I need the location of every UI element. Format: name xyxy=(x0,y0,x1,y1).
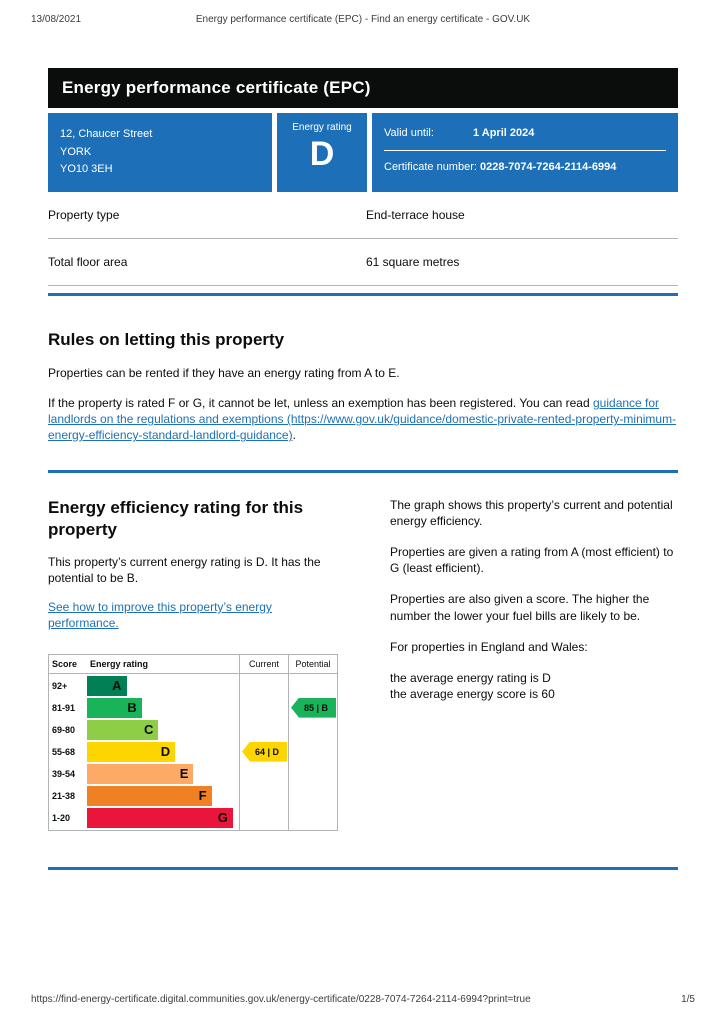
energy-rating-label: Energy rating xyxy=(292,122,352,133)
address-line-3: YO10 3EH xyxy=(60,163,113,176)
epc-band-letter: G xyxy=(217,810,228,826)
chart-header-row: Score Energy rating Current Potential xyxy=(49,654,337,674)
efficiency-summary-paragraph: This property’s current energy rating is… xyxy=(48,554,321,585)
epc-band-letter: B xyxy=(127,700,137,716)
print-page-number: 1/5 xyxy=(681,994,695,1005)
print-date: 13/08/2021 xyxy=(31,14,82,25)
improve-performance-link[interactable]: See how to improve this property’s energ… xyxy=(48,600,272,631)
letting-rules-paragraph-2-end: . xyxy=(292,428,296,443)
epc-bar-zone: F xyxy=(87,785,239,806)
epc-score-label: 92+ xyxy=(52,680,68,691)
certificate-page: Energy performance certificate (EPC) 12,… xyxy=(48,68,678,870)
average-rating-line: the average energy rating is D xyxy=(390,670,551,685)
valid-until-label: Valid until: xyxy=(384,127,434,139)
certificate-number-row: Certificate number: 0228-7074-7264-2114-… xyxy=(384,160,666,175)
chart-body: 92+ A 81-91 B 69-80 C 55-68 D 39-54 E 21-38 F 1-20 G … xyxy=(49,673,337,830)
epc-band-bar: D xyxy=(87,741,176,762)
letting-rules-paragraph-1: Properties can be rented if they have an… xyxy=(48,365,400,380)
rating-scale-paragraph: Properties are given a rating from A (mo… xyxy=(390,545,674,576)
energy-rating-box: Energy rating D xyxy=(277,113,367,192)
property-type-value: End-terrace house xyxy=(366,207,465,222)
epc-band-rows: 92+ A 81-91 B 69-80 C 55-68 D 39-54 E 21-38 F 1-20 G xyxy=(49,674,239,830)
epc-bar-zone: B xyxy=(87,697,239,718)
property-type-label: Property type xyxy=(48,207,120,222)
epc-bar-zone: G xyxy=(87,807,239,828)
epc-band-bar: A xyxy=(87,675,127,696)
section-divider xyxy=(48,292,678,296)
epc-potential-column: 85 | B xyxy=(288,673,337,830)
print-header: 13/08/2021 Energy performance certificat… xyxy=(31,14,695,28)
letting-rules-paragraph-2: If the property is rated F or G, it cann… xyxy=(48,395,678,444)
chart-score-header: Score xyxy=(52,658,78,669)
epc-score-label: 55-68 xyxy=(52,746,76,757)
epc-band-row: 69-80 C xyxy=(49,719,239,741)
epc-band-letter: C xyxy=(144,722,154,738)
section-divider xyxy=(48,866,678,870)
epc-bar-zone: D xyxy=(87,741,239,762)
epc-current-marker: 64 | D xyxy=(242,741,287,762)
epc-current-column: 64 | D xyxy=(239,673,288,830)
epc-bar-zone: E xyxy=(87,763,239,784)
floor-area-label: Total floor area xyxy=(48,254,128,269)
epc-potential-marker: 85 | B xyxy=(291,697,336,718)
epc-band-row: 92+ A xyxy=(49,675,239,697)
summary-panel: 12, Chaucer Street YORK YO10 3EH Energy … xyxy=(48,113,678,192)
chart-current-header: Current xyxy=(239,654,288,673)
epc-band-letter: E xyxy=(179,766,189,782)
epc-band-letter: D xyxy=(160,744,171,760)
energy-rating-chart: Score Energy rating Current Potential 92… xyxy=(48,653,338,831)
valid-until-value: 1 April 2024 xyxy=(473,127,535,139)
england-wales-paragraph: For properties in England and Wales: xyxy=(390,639,588,654)
section-divider xyxy=(48,469,678,473)
epc-band-letter: A xyxy=(112,678,122,694)
validity-box: Valid until: 1 April 2024 Certificate num… xyxy=(372,113,678,192)
efficiency-left-column: Energy efficiency rating for this proper… xyxy=(48,497,338,831)
epc-score-label: 81-91 xyxy=(52,702,76,713)
epc-score-label: 21-38 xyxy=(52,790,76,801)
address-line-1: 12, Chaucer Street xyxy=(60,128,153,140)
print-footer: https://find-energy-certificate.digital.… xyxy=(31,994,695,1008)
averages-block: the average energy rating is D the avera… xyxy=(390,670,678,702)
efficiency-heading: Energy efficiency rating for this proper… xyxy=(48,497,304,539)
address-line-2: YORK xyxy=(60,145,92,158)
print-page-title: Energy performance certificate (EPC) - F… xyxy=(195,14,531,25)
graph-explainer-paragraph: The graph shows this property’s current … xyxy=(390,497,673,528)
print-url: https://find-energy-certificate.digital.… xyxy=(31,994,531,1005)
validity-divider xyxy=(384,150,666,152)
letting-rules-paragraph-2-text: If the property is rated F or G, it cann… xyxy=(48,396,593,411)
epc-bar-zone: A xyxy=(87,675,239,696)
epc-band-row: 81-91 B xyxy=(49,697,239,719)
epc-band-row: 21-38 F xyxy=(49,785,239,807)
valid-until-row: Valid until: 1 April 2024 xyxy=(384,126,666,141)
epc-band-bar: C xyxy=(87,719,159,740)
chart-rating-header: Energy rating xyxy=(90,658,149,669)
epc-band-bar: B xyxy=(87,697,142,718)
epc-score-label: 1-20 xyxy=(52,812,71,823)
property-address: 12, Chaucer Street YORK YO10 3EH xyxy=(48,113,272,192)
epc-score-label: 69-80 xyxy=(52,724,76,735)
epc-band-bar: G xyxy=(87,807,233,828)
epc-band-bar: E xyxy=(87,763,194,784)
epc-score-label: 39-54 xyxy=(52,768,76,779)
certificate-number-label: Certificate number: xyxy=(384,161,477,174)
floor-area-row: Total floor area 61 square metres xyxy=(48,239,678,286)
property-type-row: Property type End-terrace house xyxy=(48,192,678,239)
page-title-banner: Energy performance certificate (EPC) xyxy=(48,68,678,108)
efficiency-right-column: The graph shows this property’s current … xyxy=(390,497,678,831)
landlord-guidance-link[interactable]: guidance for landlords on the regulation… xyxy=(48,396,677,443)
letting-rules-heading: Rules on letting this property xyxy=(48,329,285,349)
energy-rating-value: D xyxy=(309,135,335,173)
epc-band-bar: F xyxy=(87,785,212,806)
average-score-line: the average energy score is 60 xyxy=(390,687,555,702)
efficiency-section: Energy efficiency rating for this proper… xyxy=(48,497,678,831)
certificate-number-value: 0228-7074-7264-2114-6994 xyxy=(480,161,617,174)
floor-area-value: 61 square metres xyxy=(366,254,460,269)
epc-bar-zone: C xyxy=(87,719,239,740)
epc-band-letter: F xyxy=(198,788,207,804)
epc-band-row: 55-68 D xyxy=(49,741,239,763)
epc-band-row: 39-54 E xyxy=(49,763,239,785)
chart-potential-header: Potential xyxy=(288,654,337,673)
epc-band-row: 1-20 G xyxy=(49,807,239,829)
score-explainer-paragraph: Properties are also given a score. The h… xyxy=(390,592,650,623)
